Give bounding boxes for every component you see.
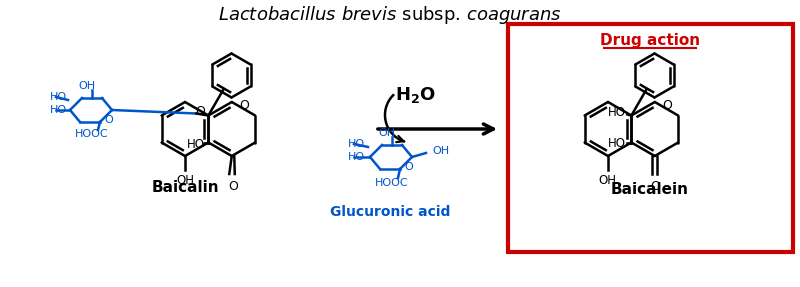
Text: $\it{Lactobacillus\ brevis}$ subsp. $\it{coagurans}$: $\it{Lactobacillus\ brevis}$ subsp. $\it… bbox=[218, 4, 562, 26]
Text: Glucuronic acid: Glucuronic acid bbox=[330, 205, 450, 219]
Text: O: O bbox=[662, 99, 672, 112]
Text: OH: OH bbox=[78, 81, 95, 91]
Text: HO: HO bbox=[186, 138, 204, 151]
Text: O: O bbox=[239, 99, 250, 112]
Text: $\mathbf{H_2O}$: $\mathbf{H_2O}$ bbox=[394, 85, 435, 105]
Text: Baicalin: Baicalin bbox=[151, 179, 219, 195]
Text: O: O bbox=[228, 180, 238, 193]
Text: HO: HO bbox=[348, 152, 365, 162]
Text: O: O bbox=[105, 115, 114, 125]
Text: OH: OH bbox=[176, 174, 194, 187]
Text: Baicalein: Baicalein bbox=[611, 181, 689, 197]
Text: HO: HO bbox=[50, 92, 67, 102]
Text: OH: OH bbox=[598, 174, 616, 187]
Text: HOOC: HOOC bbox=[375, 178, 409, 188]
Text: HO: HO bbox=[607, 137, 626, 150]
Text: HOOC: HOOC bbox=[75, 129, 109, 139]
Bar bbox=[508, 24, 793, 252]
Text: Drug action: Drug action bbox=[600, 32, 700, 48]
Text: O: O bbox=[405, 162, 414, 172]
Text: O: O bbox=[650, 180, 660, 193]
Text: OH: OH bbox=[378, 128, 395, 138]
Text: O: O bbox=[195, 105, 206, 118]
Text: HO: HO bbox=[607, 106, 626, 119]
Text: HO: HO bbox=[348, 139, 365, 149]
Text: HO: HO bbox=[50, 105, 67, 115]
Text: OH: OH bbox=[432, 146, 449, 156]
